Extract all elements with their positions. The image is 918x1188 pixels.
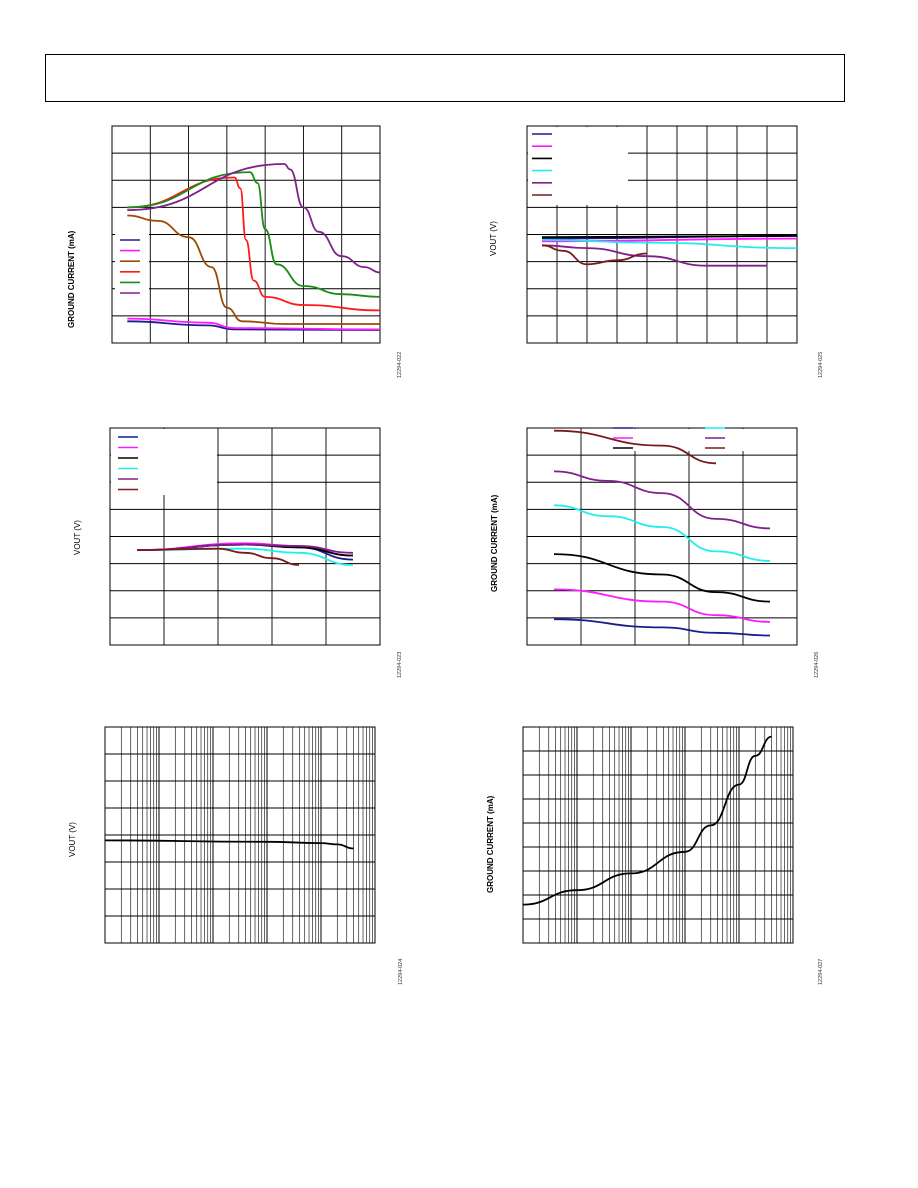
legend-backing — [587, 429, 787, 451]
plot-area — [104, 726, 376, 944]
series-line-black — [522, 735, 772, 906]
series-line-brown — [127, 214, 380, 325]
plot-area — [526, 125, 798, 344]
ground-current-chart-2: GROUND CURRENT (mA) 12294-026 — [490, 427, 820, 678]
figure-id: 12294-023 — [397, 652, 403, 678]
series-line-black — [541, 235, 798, 239]
series-line-magenta — [553, 588, 771, 623]
y-axis-label: GROUND CURRENT (mA) — [490, 494, 499, 592]
figure-id: 12294-022 — [397, 352, 403, 378]
series-line-cyan — [541, 239, 798, 249]
vout-chart-2: VOUT (V) 12294-023 — [73, 427, 403, 678]
series-line-magenta — [127, 317, 381, 331]
series-line-purple — [553, 470, 771, 530]
series-line-maroon — [541, 244, 648, 266]
plot-area — [526, 427, 798, 646]
y-axis-label: VOUT (V) — [68, 822, 77, 857]
series-line-purple — [136, 543, 354, 554]
series-line-purple — [127, 163, 381, 274]
vout-log-chart: VOUT (V) 12294-024 — [68, 726, 404, 985]
y-axis-label: GROUND CURRENT (mA) — [67, 230, 76, 328]
series-line-purple — [541, 244, 767, 267]
figure-id: 12294-024 — [398, 959, 404, 985]
plot-frame — [522, 726, 794, 944]
figure-id: 12294-025 — [818, 352, 824, 378]
series-line-black — [553, 553, 771, 603]
plot-area — [522, 726, 794, 944]
y-axis-label: VOUT (V) — [73, 520, 82, 555]
legend-backing — [528, 127, 628, 205]
page-header-box — [45, 54, 845, 102]
plot-area — [111, 125, 381, 344]
figure-id: 12294-027 — [818, 959, 824, 985]
legend-backing — [111, 429, 217, 495]
series-line-maroon — [136, 547, 300, 566]
series-line-cyan — [553, 504, 771, 562]
series-line-blue — [553, 618, 771, 637]
legend-backing — [115, 232, 149, 298]
y-axis-label: VOUT (V) — [489, 221, 498, 256]
plot-area — [109, 427, 381, 646]
series-line-red — [127, 176, 381, 312]
figure-id: 12294-026 — [814, 652, 820, 678]
series-line-black — [104, 839, 354, 850]
series-line-maroon — [553, 429, 717, 465]
ground-current-chart-1: GROUND CURRENT (mA) 12294-022 — [67, 125, 403, 378]
ground-current-log-chart: GROUND CURRENT (mA) 12294-027 — [486, 726, 824, 985]
vout-chart-1: VOUT (V) 12294-025 — [489, 125, 824, 378]
y-axis-label: GROUND CURRENT (mA) — [486, 795, 495, 893]
